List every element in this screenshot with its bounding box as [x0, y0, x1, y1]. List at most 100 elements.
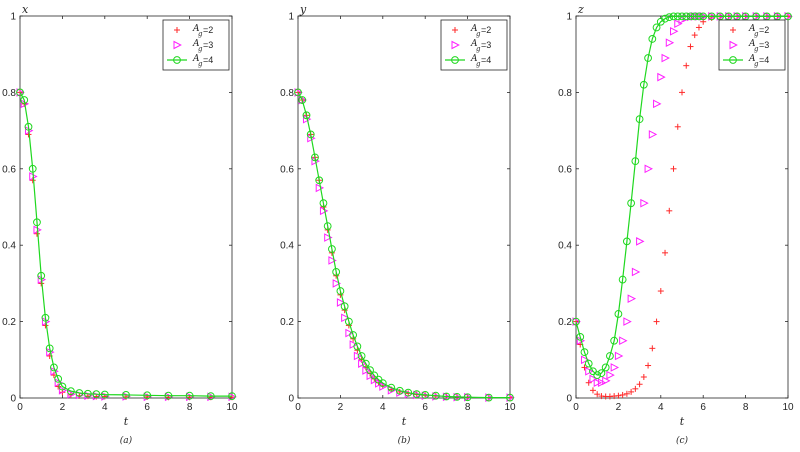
data-point — [632, 385, 639, 392]
data-point — [593, 371, 602, 379]
data-point — [353, 342, 362, 351]
data-point — [589, 387, 596, 394]
data-point — [24, 122, 33, 131]
data-point — [623, 390, 630, 397]
legend: Ag =2Ag =3Ag =4 — [440, 19, 508, 71]
legend-value: =3 — [203, 40, 213, 50]
data-point — [54, 378, 64, 388]
legend-marker — [730, 27, 736, 33]
legend-value: =4 — [203, 55, 213, 65]
data-point — [421, 391, 430, 399]
data-point — [635, 115, 644, 124]
data-point — [83, 389, 92, 398]
y-axis-label: y — [299, 3, 307, 16]
legend-label: A — [470, 54, 478, 64]
data-point — [395, 386, 404, 395]
data-point — [707, 12, 716, 21]
x-tick-label: 0 — [295, 402, 301, 413]
legend-item-3: Ag =4 — [445, 54, 491, 68]
data-point — [379, 382, 388, 391]
data-point — [328, 245, 336, 253]
legend: Ag =2Ag =3Ag =4 — [718, 19, 786, 71]
x-tick-label: 10 — [504, 402, 516, 413]
data-point — [37, 271, 46, 280]
data-point — [610, 363, 620, 372]
data-point — [328, 256, 337, 265]
series-line — [19, 92, 232, 397]
data-point — [648, 35, 657, 43]
data-point — [644, 54, 652, 62]
data-point — [585, 366, 594, 376]
x-axis-label: t — [402, 415, 407, 428]
legend-label: A — [748, 24, 756, 34]
data-point — [631, 267, 641, 277]
data-point — [370, 371, 379, 380]
data-point — [453, 392, 461, 401]
data-point — [636, 381, 643, 388]
data-point — [597, 369, 606, 378]
data-point — [572, 317, 580, 326]
data-point — [614, 310, 623, 318]
data-point — [665, 38, 675, 48]
data-point — [340, 302, 349, 311]
y-tick-label: 1 — [566, 12, 572, 23]
legend-item-2: Ag =3 — [451, 39, 491, 53]
data-point — [332, 279, 342, 288]
series-3 — [572, 12, 792, 379]
data-point — [670, 165, 677, 172]
data-point — [627, 199, 636, 208]
data-point — [653, 99, 662, 109]
data-point — [143, 391, 152, 400]
data-point — [674, 123, 681, 130]
data-point — [294, 88, 302, 97]
data-point — [344, 317, 353, 326]
x-tick-label: 6 — [422, 402, 428, 413]
data-point — [691, 32, 698, 39]
data-point — [580, 348, 589, 357]
data-point — [315, 183, 325, 193]
data-point — [602, 376, 611, 386]
panel-label: (b) — [398, 435, 411, 446]
data-point — [100, 390, 109, 399]
data-point — [50, 363, 58, 372]
data-point — [653, 318, 660, 325]
legend-value: =2 — [203, 25, 213, 35]
data-point — [92, 390, 101, 399]
y-tick-label: 0.6 — [558, 164, 572, 175]
legend-subscript: g — [476, 45, 481, 53]
data-point — [75, 389, 84, 397]
data-point — [361, 359, 370, 368]
legend-marker — [451, 56, 459, 64]
data-point — [298, 96, 307, 104]
x-tick-label: 10 — [782, 402, 794, 413]
data-point — [661, 53, 670, 63]
data-point — [657, 72, 666, 82]
legend-marker — [452, 27, 458, 33]
data-point — [636, 237, 645, 246]
data-point — [431, 391, 440, 400]
data-point — [619, 336, 628, 346]
data-point — [58, 386, 68, 395]
x-tick-label: 4 — [658, 402, 664, 413]
data-point — [687, 43, 694, 50]
series-2 — [294, 88, 515, 402]
data-point — [336, 287, 345, 295]
legend-subscript: g — [198, 60, 203, 68]
legend-subscript: g — [754, 60, 759, 68]
data-point — [580, 355, 590, 365]
data-point — [665, 13, 674, 22]
data-point — [597, 378, 607, 388]
legend-subscript: g — [476, 30, 481, 38]
data-point — [67, 389, 76, 399]
y-tick-label: 0.8 — [2, 88, 16, 99]
data-point — [695, 24, 702, 31]
data-point — [615, 392, 622, 399]
data-point — [349, 331, 358, 339]
data-point — [357, 352, 366, 360]
data-point — [45, 344, 54, 353]
legend-value: =4 — [481, 55, 491, 65]
y-tick-label: 0.2 — [280, 317, 294, 328]
data-point — [645, 362, 652, 369]
